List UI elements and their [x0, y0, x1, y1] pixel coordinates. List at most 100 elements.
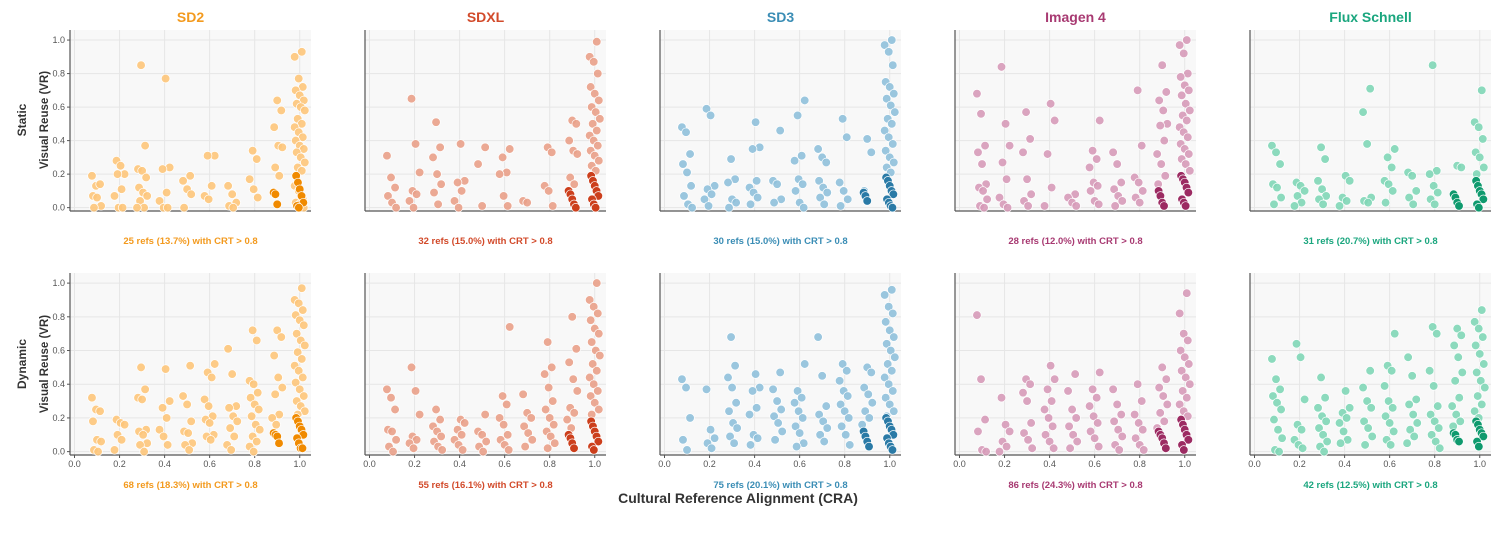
data-point [1137, 140, 1147, 151]
data-point [186, 189, 196, 199]
data-point [1159, 416, 1169, 426]
data-point [997, 157, 1008, 168]
data-point [116, 435, 127, 445]
data-point [1018, 147, 1028, 157]
data-point [505, 322, 515, 332]
data-point [1297, 443, 1308, 453]
data-point [1185, 379, 1195, 389]
data-point [886, 100, 896, 111]
data-point [1430, 199, 1440, 209]
data-point [96, 436, 106, 447]
data-point [887, 119, 897, 129]
data-point [745, 440, 756, 450]
x-tick-label: 0.4 [1338, 459, 1351, 469]
data-point [1184, 359, 1194, 369]
data-point [1138, 425, 1148, 435]
data-point [724, 202, 734, 213]
data-point [1023, 201, 1033, 211]
data-point [977, 159, 987, 169]
data-point [1002, 202, 1013, 213]
data-point [117, 202, 128, 213]
data-point [1157, 362, 1167, 373]
data-point [457, 445, 468, 455]
x-tick-label: 0.4 [158, 459, 171, 469]
y-tick-label: 0.4 [52, 136, 65, 146]
data-point [522, 197, 532, 208]
data-point [1071, 413, 1081, 423]
data-point [1045, 361, 1056, 371]
data-point [291, 377, 301, 388]
data-point [888, 139, 898, 149]
data-point [1433, 401, 1443, 411]
data-point [889, 332, 899, 342]
data-point [1180, 352, 1190, 362]
data-point [297, 354, 307, 364]
data-point [481, 436, 491, 447]
y-tick-label: 1.0 [52, 278, 65, 288]
data-point [834, 177, 845, 188]
data-point [544, 186, 554, 196]
data-point [1318, 199, 1328, 209]
data-point [994, 446, 1005, 457]
data-point [815, 430, 825, 440]
x-tick-label: 0.2 [113, 459, 126, 469]
data-point [1403, 352, 1413, 362]
data-point [247, 411, 257, 421]
data-point [569, 408, 579, 418]
data-point [706, 443, 717, 453]
data-point [232, 416, 242, 426]
data-point [1135, 197, 1145, 208]
highlighted-data-point [272, 199, 282, 209]
data-point [586, 82, 596, 92]
data-point [790, 421, 801, 432]
data-point [1157, 60, 1167, 70]
data-point [798, 413, 808, 423]
data-point [1432, 329, 1442, 339]
data-point [1040, 430, 1051, 440]
panel-caption: 28 refs (12.0%) with CRT > 0.8 [1008, 236, 1142, 247]
data-point [769, 197, 779, 208]
data-point [455, 139, 466, 149]
data-point [1179, 329, 1189, 339]
data-point [298, 305, 308, 315]
data-point [822, 187, 832, 198]
data-point [548, 201, 558, 211]
data-point [1095, 367, 1105, 378]
data-point [1402, 438, 1412, 448]
data-point [791, 441, 802, 452]
data-point [590, 398, 600, 408]
data-point [294, 73, 304, 84]
data-point [885, 399, 895, 410]
data-point [1477, 305, 1487, 315]
data-point [1272, 182, 1282, 193]
data-point [752, 192, 763, 203]
data-point [772, 396, 782, 406]
data-point [880, 372, 890, 383]
data-point [797, 393, 807, 403]
highlighted-data-point [887, 202, 898, 213]
data-point [564, 357, 574, 367]
x-tick-label: 0.0 [363, 459, 376, 469]
data-point [1322, 436, 1332, 447]
data-point [1360, 440, 1370, 450]
data-point [406, 362, 417, 373]
data-point [497, 391, 508, 401]
data-point [752, 433, 763, 443]
data-point [1271, 374, 1281, 384]
data-point [564, 135, 574, 146]
data-point [996, 62, 1007, 72]
data-point [1314, 423, 1324, 433]
data-point [1362, 396, 1372, 406]
data-point [1181, 99, 1191, 109]
data-point [1070, 369, 1080, 379]
data-point [294, 298, 304, 308]
data-point [1435, 443, 1445, 453]
highlighted-data-point [1179, 445, 1189, 455]
data-point [1178, 386, 1188, 396]
data-point [677, 374, 687, 384]
data-point [1175, 308, 1185, 319]
data-point [550, 438, 560, 448]
data-point [1025, 134, 1035, 144]
data-point [1274, 446, 1284, 457]
